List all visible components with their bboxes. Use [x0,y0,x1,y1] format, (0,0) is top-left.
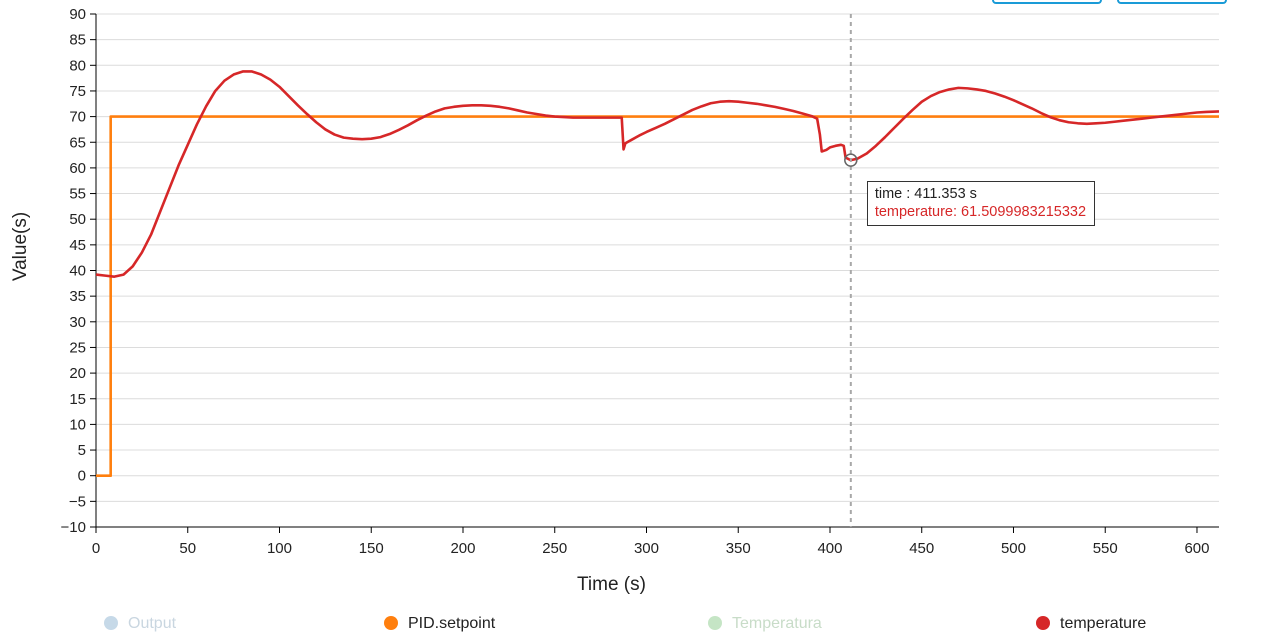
chart-legend: Output PID.setpoint Temperatura temperat… [0,613,1261,635]
tooltip-temperature: temperature: 61.5099983215332 [874,204,1087,221]
y-tick-label: 15 [69,391,86,408]
legend-label-temperature: temperature [1060,615,1147,632]
legend-dot-temperature [1036,616,1050,630]
legend-item-temperature[interactable]: temperature [1036,613,1146,635]
legend-dot-output [104,616,118,630]
y-tick-label: 25 [69,339,86,356]
tooltip-time: time : 411.353 s [874,186,977,203]
y-tick-label: 50 [69,211,86,228]
y-tick-label: 40 [69,263,86,280]
x-tick-label: 200 [450,540,475,557]
y-tick-label: 5 [78,442,86,459]
x-tick-label: 100 [267,540,292,557]
y-tick-label: 20 [69,365,86,382]
x-tick-label: 300 [634,540,659,557]
y-tick-label: −5 [69,493,86,510]
x-tick-label: 500 [1001,540,1026,557]
legend-dot-temperatura [708,616,722,630]
x-axis-title: Time (s) [577,574,646,595]
y-axis-title: Value(s) [10,212,31,281]
x-tick-label: 250 [542,540,567,557]
legend-item-output[interactable]: Output [104,613,176,635]
x-tick-label: 450 [909,540,934,557]
x-tick-label: 600 [1184,540,1209,557]
line-chart: −10 −5 0 5 10 15 20 25 30 35 40 45 50 55 60 65 70 75 80 85 9… [10,6,1220,595]
legend-label-output: Output [128,615,177,632]
y-tick-label: −10 [61,519,86,536]
toolbar-button-1[interactable] [992,0,1102,4]
legend-item-temperatura[interactable]: Temperatura [708,613,822,635]
y-tick-label: 70 [69,109,86,126]
hover-marker [844,153,858,167]
series-line-temperature [95,70,1220,278]
y-tick-label: 65 [69,134,86,151]
x-tick-label: 50 [179,540,196,557]
x-tick-label: 400 [817,540,842,557]
y-tick-label: 85 [69,32,86,49]
y-tick-label: 75 [69,83,86,100]
y-tick-label: 90 [69,6,86,23]
series-line-pid-setpoint [96,115,1219,477]
x-tick-label: 0 [92,540,100,557]
legend-dot-pid-setpoint [384,616,398,630]
y-tick-label: 30 [69,314,86,331]
x-tick-label: 150 [359,540,384,557]
y-tick-label: 0 [78,468,86,485]
hover-tooltip: time : 411.353 s temperature: 61.5099983… [866,181,1096,227]
legend-item-pid-setpoint[interactable]: PID.setpoint [384,613,495,635]
toolbar-button-2[interactable] [1117,0,1227,4]
y-tick-label: 80 [69,57,86,74]
x-tick-label: 350 [726,540,751,557]
y-tick-label: 55 [69,186,86,203]
y-tick-label: 45 [69,237,86,254]
legend-label-temperatura: Temperatura [732,615,822,632]
y-tick-label: 35 [69,288,86,305]
legend-label-pid-setpoint: PID.setpoint [408,615,496,632]
y-tick-label: 10 [69,416,86,433]
x-tick-label: 550 [1093,540,1118,557]
y-tick-label: 60 [69,160,86,177]
